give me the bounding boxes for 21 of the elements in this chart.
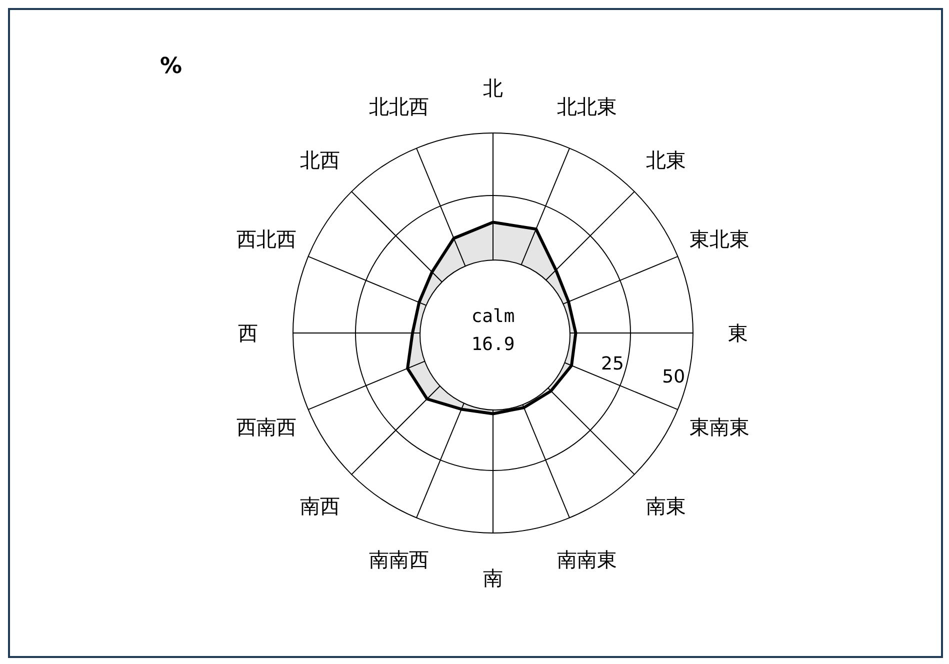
spoke-label: 東南東 (689, 414, 750, 439)
spoke-label: 西北西 (236, 227, 297, 252)
spoke-label: 東 (728, 321, 748, 345)
text: calm (470, 305, 516, 329)
spoke-label: 南 (483, 566, 503, 590)
spoke-label: 西 (238, 321, 258, 345)
y-tick-label: 25 (601, 354, 624, 375)
spoke-label: 南西 (300, 494, 340, 518)
spoke-label: 北 (483, 76, 503, 100)
spoke-label: 北北東 (556, 94, 617, 119)
spoke-label: 西南西 (236, 414, 297, 439)
text: % (160, 54, 182, 79)
spoke-label: 南南西 (369, 547, 430, 572)
y-tick-label: 50 (662, 366, 686, 388)
spoke-label: 北西 (300, 148, 340, 172)
spoke-label: 北東 (646, 148, 686, 172)
spoke-label: 南東 (646, 494, 686, 518)
text: 16.9 (470, 333, 516, 357)
spoke-label: 北北西 (369, 94, 430, 119)
spoke-label: 東北東 (689, 227, 750, 252)
spoke-label: 南南東 (556, 547, 617, 572)
